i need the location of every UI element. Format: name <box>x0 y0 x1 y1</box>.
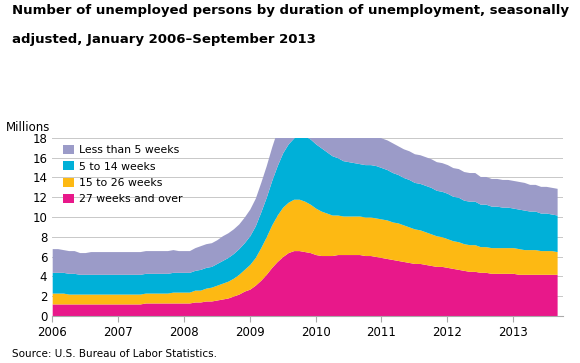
Text: Number of unemployed persons by duration of unemployment, seasonally: Number of unemployed persons by duration… <box>12 4 568 17</box>
Text: Source: U.S. Bureau of Labor Statistics.: Source: U.S. Bureau of Labor Statistics. <box>12 349 216 359</box>
Legend: Less than 5 weeks, 5 to 14 weeks, 15 to 26 weeks, 27 weeks and over: Less than 5 weeks, 5 to 14 weeks, 15 to … <box>63 145 183 204</box>
Text: adjusted, January 2006–September 2013: adjusted, January 2006–September 2013 <box>12 33 316 46</box>
Text: Millions: Millions <box>6 121 50 134</box>
